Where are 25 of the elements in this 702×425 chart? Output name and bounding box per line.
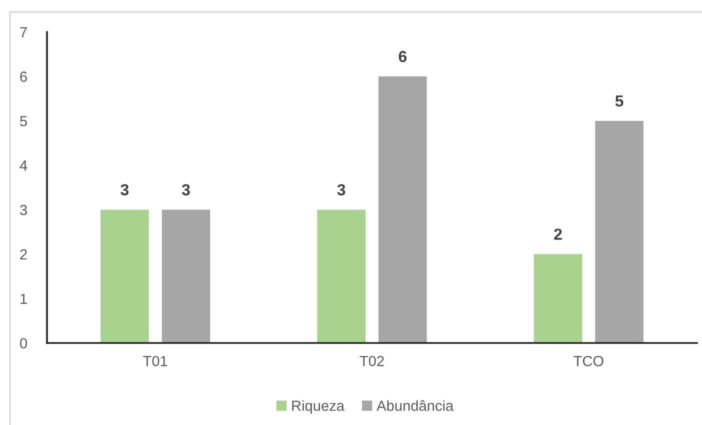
x-tick-label: T02 — [360, 356, 384, 366]
data-label: 3 — [182, 184, 190, 196]
data-label: 3 — [120, 184, 129, 196]
data-label: 5 — [615, 95, 624, 107]
bar — [100, 210, 149, 343]
data-label: 6 — [398, 50, 407, 62]
bar — [595, 120, 644, 343]
y-tick-label: 3 — [20, 204, 27, 216]
y-tick-label: 1 — [20, 294, 27, 304]
y-tick-label: 7 — [20, 27, 27, 38]
legend-label: Riqueza — [292, 400, 344, 414]
y-tick-label: 4 — [20, 160, 28, 171]
x-tick-label: TCO — [574, 356, 604, 366]
y-tick-label: 5 — [20, 116, 27, 126]
x-tick-label: T01 — [143, 356, 168, 366]
data-label: 2 — [554, 228, 562, 240]
legend-label: Abundância — [376, 400, 454, 411]
bar — [162, 210, 210, 343]
bar — [317, 210, 366, 343]
y-tick-label: 6 — [20, 72, 27, 82]
bar — [378, 76, 427, 343]
data-label: 3 — [337, 184, 346, 196]
bar — [534, 254, 582, 343]
y-tick-label: 0 — [20, 338, 27, 348]
y-tick-label: 2 — [20, 249, 27, 260]
